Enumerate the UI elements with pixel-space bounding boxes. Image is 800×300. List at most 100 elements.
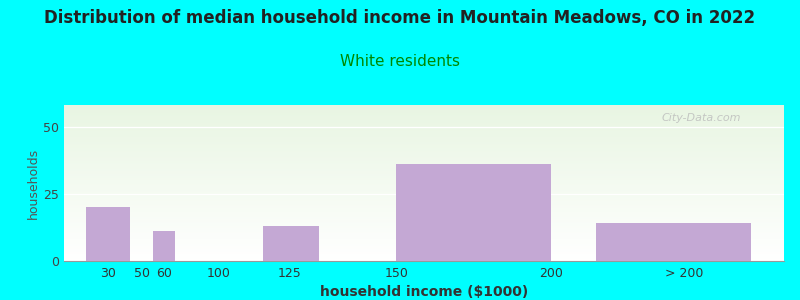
Bar [64,185,784,186]
Bar [64,133,784,134]
Bar [64,212,784,213]
Bar [64,237,784,238]
Bar [64,116,784,117]
Bar [64,215,784,216]
Bar [64,221,784,222]
Bar [64,229,784,230]
Bar [64,238,784,239]
Bar [64,160,784,161]
Bar [86,207,130,261]
Bar [64,110,784,111]
Bar [64,126,784,127]
Bar [64,147,784,148]
Text: Distribution of median household income in Mountain Meadows, CO in 2022: Distribution of median household income … [45,9,755,27]
Bar [64,208,784,209]
Bar [64,241,784,242]
Bar [64,169,784,170]
Bar [64,224,784,225]
Bar [64,248,784,249]
Bar [64,121,784,122]
Bar [64,258,784,259]
Bar [64,216,784,217]
Bar [64,162,784,163]
Bar [64,235,784,236]
Bar [64,153,784,154]
Bar [64,149,784,150]
Bar [64,192,784,193]
Bar [64,254,784,255]
Bar [64,157,784,158]
Bar [64,187,784,188]
Bar [64,219,784,220]
Bar [64,260,784,261]
Bar [64,160,784,161]
Bar [64,228,784,229]
Bar [64,130,784,131]
Bar [64,108,784,109]
Bar [64,178,784,179]
Bar [64,194,784,195]
Bar [64,175,784,176]
Bar [64,206,784,207]
Bar [64,257,784,258]
Bar [64,174,784,175]
Bar [64,137,784,138]
Bar [64,120,784,121]
Bar [64,111,784,112]
Bar [64,134,784,135]
Bar [64,240,784,241]
Bar [64,105,784,106]
Bar [396,164,551,261]
Bar [64,150,784,151]
Bar [64,249,784,250]
Bar [64,167,784,168]
Bar [64,227,784,228]
Bar [64,200,784,201]
Bar [64,165,784,166]
Bar [64,213,784,214]
Bar [64,247,784,248]
Bar [64,171,784,172]
Bar [64,154,784,155]
Bar [64,252,784,253]
Bar [64,245,784,246]
Bar [64,242,784,243]
Bar [64,193,784,194]
Bar [64,145,784,146]
Bar [64,172,784,173]
Bar [64,106,784,107]
Bar [64,231,784,232]
Bar [64,238,784,239]
Bar [64,131,784,132]
Bar [64,138,784,139]
Bar [64,164,784,165]
Bar [64,202,784,203]
Bar [64,214,784,215]
Bar [64,225,784,226]
Bar [64,207,784,208]
Bar [64,176,784,177]
Text: White residents: White residents [340,54,460,69]
Bar [64,163,784,164]
Bar [64,253,784,254]
Bar [64,203,784,204]
Bar [263,226,318,261]
Bar [64,168,784,169]
Bar [64,243,784,244]
Bar [64,128,784,129]
Bar [64,191,784,192]
Bar [64,118,784,119]
Bar [64,143,784,144]
Bar [64,197,784,198]
Bar [64,218,784,219]
Bar [64,239,784,240]
Bar [64,107,784,108]
Bar [64,125,784,126]
Bar [64,220,784,221]
Bar [596,223,750,261]
Bar [64,123,784,124]
Bar [64,236,784,237]
Bar [64,142,784,143]
Bar [64,244,784,245]
Bar [64,246,784,247]
